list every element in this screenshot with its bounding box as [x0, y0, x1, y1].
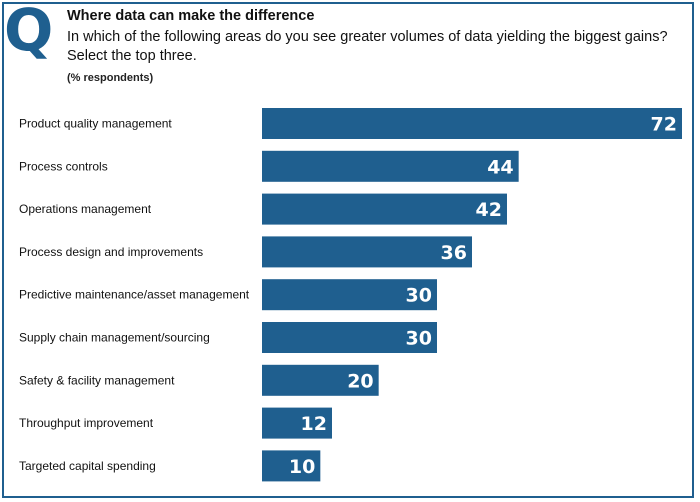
bar-value-label: 36: [441, 242, 467, 264]
category-label: Targeted capital spending: [19, 459, 156, 473]
unit-note: (% respondents): [67, 72, 154, 84]
bar-value-label: 10: [289, 456, 315, 478]
category-label: Safety & facility management: [19, 373, 175, 387]
category-label: Process design and improvements: [19, 245, 203, 259]
bar-value-label: 42: [476, 199, 502, 221]
bar: [262, 279, 437, 311]
bar: [262, 108, 682, 139]
category-label: Product quality management: [19, 117, 172, 131]
bar: [262, 364, 379, 396]
bar-value-label: 30: [406, 285, 432, 307]
bar: [262, 322, 437, 353]
chart-title: Where data can make the difference: [67, 8, 315, 24]
category-label: Throughput improvement: [19, 416, 154, 430]
bar-value-label: 30: [406, 328, 432, 350]
bar: [262, 407, 332, 439]
category-label: Operations management: [19, 202, 152, 216]
category-label: Process controls: [19, 159, 108, 173]
bar-value-label: 12: [301, 413, 327, 435]
bar-value-label: 44: [487, 156, 513, 178]
category-label: Supply chain management/sourcing: [19, 331, 210, 345]
chart-subtitle: In which of the following areas do you s…: [67, 29, 668, 64]
category-label: Predictive maintenance/asset management: [19, 288, 250, 302]
bar: [262, 193, 507, 225]
bar-value-label: 20: [347, 370, 373, 392]
bar: [262, 150, 519, 182]
bar: [262, 236, 472, 268]
bar-value-label: 72: [651, 114, 677, 136]
bar: [262, 450, 321, 482]
question-badge: Q: [4, 0, 54, 64]
